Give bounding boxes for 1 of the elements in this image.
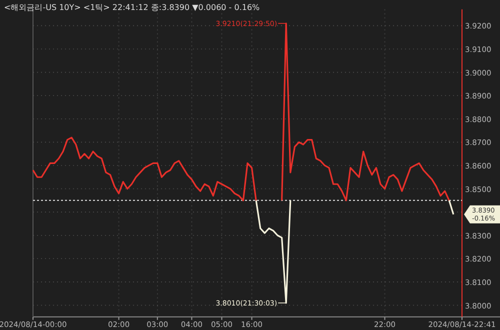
chart-title: <해외금리-US 10Y> <1틱> 22:41:12 종:3.8390 ▼0.0060 - 0.16% <box>4 3 260 12</box>
